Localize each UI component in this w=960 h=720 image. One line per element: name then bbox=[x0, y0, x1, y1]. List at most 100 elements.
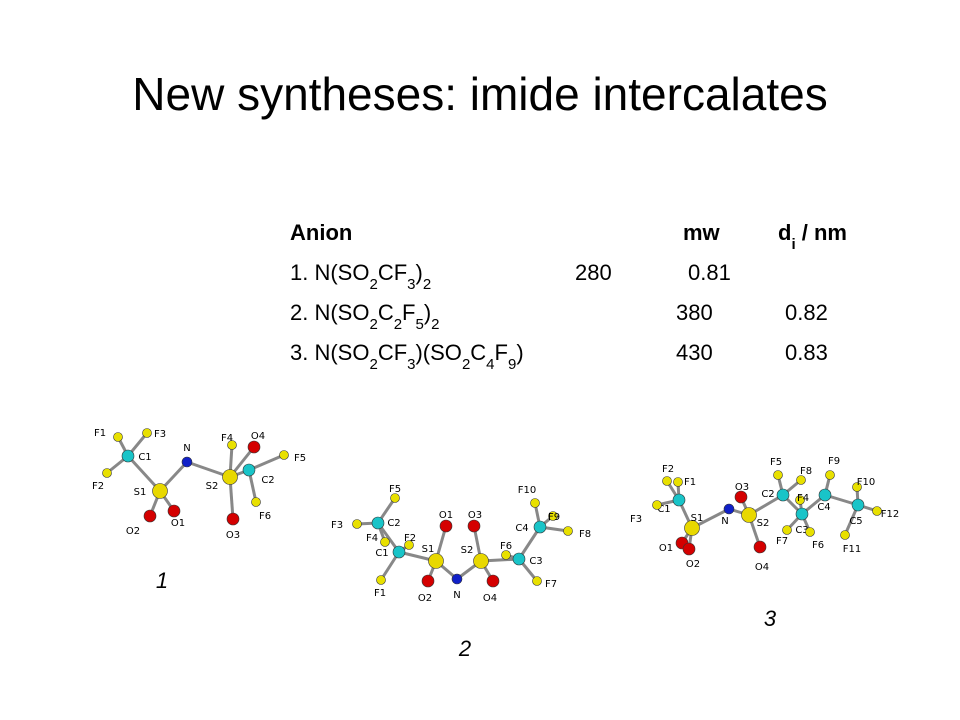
atom bbox=[741, 507, 757, 523]
atom-label: C5 bbox=[849, 516, 862, 527]
atom-label: F12 bbox=[881, 509, 899, 520]
text-run: F bbox=[402, 300, 415, 325]
atom bbox=[530, 498, 540, 508]
atom bbox=[352, 519, 362, 529]
atom-label: O4 bbox=[755, 562, 769, 573]
atom bbox=[548, 511, 558, 521]
atom bbox=[512, 552, 526, 566]
atom-label: F3 bbox=[331, 520, 343, 531]
atom bbox=[167, 504, 181, 518]
atom bbox=[818, 488, 832, 502]
atom bbox=[840, 530, 850, 540]
atom-label: F5 bbox=[389, 484, 401, 495]
atom bbox=[734, 490, 748, 504]
subscript: 4 bbox=[486, 356, 494, 373]
atom bbox=[251, 497, 261, 507]
atom bbox=[672, 493, 686, 507]
text-run: 2. N(SO bbox=[290, 300, 369, 325]
atom bbox=[428, 553, 444, 569]
subscript: 2 bbox=[394, 316, 402, 333]
atom-label: F4 bbox=[797, 493, 809, 504]
molecule: F5 F3 C2 F4 F2 C1 F1 S1 O1 O2 N O3 S2 O4 F6 C3 F7 C4 F10 F9… bbox=[331, 484, 591, 661]
atom-label: F8 bbox=[579, 529, 591, 540]
text-run: CF bbox=[378, 340, 407, 365]
atom bbox=[532, 576, 542, 586]
text-run: d bbox=[778, 220, 791, 245]
atom-label: O2 bbox=[686, 559, 700, 570]
atom bbox=[782, 525, 792, 535]
atom-label: C4 bbox=[515, 523, 528, 534]
table-cell: 0.83 bbox=[785, 340, 828, 365]
atom bbox=[380, 537, 390, 547]
atom-label: O1 bbox=[439, 510, 453, 521]
atom bbox=[684, 520, 700, 536]
atom-label: C3 bbox=[529, 556, 542, 567]
atom bbox=[392, 545, 406, 559]
atom bbox=[851, 498, 865, 512]
atom-label: C2 bbox=[761, 489, 774, 500]
atom bbox=[652, 500, 662, 510]
atom bbox=[451, 573, 463, 585]
atom bbox=[113, 432, 123, 442]
atom-label: O3 bbox=[735, 482, 749, 493]
atom bbox=[563, 526, 573, 536]
atom-label: S1 bbox=[691, 513, 704, 524]
atom bbox=[796, 475, 806, 485]
atom-label: F5 bbox=[294, 453, 306, 464]
atom bbox=[390, 493, 400, 503]
molecule-number: 3 bbox=[764, 606, 777, 631]
atom bbox=[247, 440, 261, 454]
atom-label: F1 bbox=[94, 428, 106, 439]
atom-label: O4 bbox=[483, 593, 497, 604]
table-cell: 430 bbox=[676, 340, 713, 365]
atom-label: F9 bbox=[828, 456, 840, 467]
atom-label: F3 bbox=[154, 429, 166, 440]
molecule: F1 F3 C1 F2 N S1 O2 O1 F4 O4 S2 C2 F5 F6 O3 1 bbox=[92, 428, 306, 593]
atom-label: F8 bbox=[800, 466, 812, 477]
atom bbox=[143, 509, 157, 523]
atom-label: S1 bbox=[422, 544, 435, 555]
atom-label: O2 bbox=[418, 593, 432, 604]
atom bbox=[533, 520, 547, 534]
atom-label: S2 bbox=[461, 545, 474, 556]
text-run: )(SO bbox=[415, 340, 461, 365]
bond bbox=[248, 453, 285, 472]
atom-label: S1 bbox=[134, 487, 147, 498]
atom-label: C1 bbox=[375, 548, 388, 559]
subscript: 2 bbox=[431, 316, 439, 333]
atom bbox=[142, 428, 152, 438]
atom bbox=[181, 456, 193, 468]
atom-label: F7 bbox=[545, 579, 557, 590]
atom-label: F2 bbox=[662, 464, 674, 475]
table: Anion mw di / nm1. N(SO2CF3)2 280 0.812. N(S… bbox=[290, 220, 847, 373]
atom-label: O3 bbox=[468, 510, 482, 521]
text-run: ) bbox=[424, 300, 431, 325]
atom-label: F5 bbox=[770, 457, 782, 468]
atom-label: F11 bbox=[843, 544, 861, 555]
atom bbox=[795, 495, 805, 505]
atom bbox=[371, 516, 385, 530]
atom bbox=[773, 470, 783, 480]
atom bbox=[102, 468, 112, 478]
atom bbox=[805, 527, 815, 537]
atom bbox=[682, 542, 696, 556]
atom bbox=[795, 507, 809, 521]
atom-label: F4 bbox=[366, 533, 378, 544]
table-cell: 2. N(SO2C2F5)2 bbox=[290, 300, 440, 333]
subscript: 9 bbox=[508, 356, 516, 373]
subscript: 5 bbox=[416, 316, 424, 333]
atom-label: S2 bbox=[206, 481, 219, 492]
molecule-number: 1 bbox=[156, 568, 168, 593]
atom bbox=[226, 512, 240, 526]
table-cell: 3. N(SO2CF3)(SO2C4F9) bbox=[290, 340, 524, 373]
atom bbox=[227, 440, 237, 450]
atom-label: O1 bbox=[171, 518, 185, 529]
subscript: 3 bbox=[407, 276, 415, 293]
atom-label: C3 bbox=[795, 525, 808, 536]
atom bbox=[242, 463, 256, 477]
atom-label: O1 bbox=[659, 543, 673, 554]
atom-label: F3 bbox=[630, 514, 642, 525]
atom-label: C2 bbox=[387, 518, 400, 529]
atom-label: F10 bbox=[518, 485, 536, 496]
